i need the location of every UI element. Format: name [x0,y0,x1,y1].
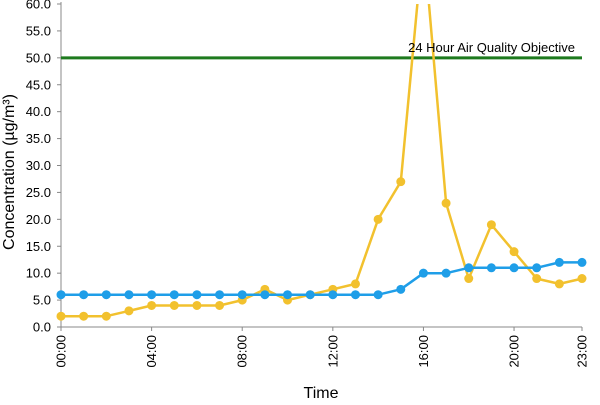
x-tick-label: 08:00 [235,335,250,368]
reference-line-label: 24 Hour Air Quality Objective [408,40,575,55]
x-tick-label: 16:00 [416,335,431,368]
series-2-point [237,290,247,300]
series-2-point [509,263,519,273]
y-tick-label: 40.0 [26,104,51,119]
series-2-point [350,290,360,300]
y-tick-label: 50.0 [26,50,51,65]
x-tick-label: 04:00 [144,335,159,368]
y-tick-label: 20.0 [26,212,51,227]
series-2-point [124,290,134,300]
series-2-point [147,290,157,300]
series-1-point [215,300,225,310]
series-2-line [61,261,582,296]
y-tick-label: 15.0 [26,239,51,254]
series-1-point [509,247,519,257]
series-2-point [464,263,474,273]
y-tick-label: 25.0 [26,185,51,200]
series-2 [56,257,587,300]
series-2-point [169,290,179,300]
series-1-point [101,311,111,321]
series-group [56,4,587,321]
series-1-point [56,311,66,321]
series-1-point [192,300,202,310]
y-axis-tick-labels: 0.0 5.0 10.0 15.0 20.0 25.0 30.0 35.0 40.0 45.0 50… [26,0,51,335]
series-2-point [328,290,338,300]
x-tick-label: 12:00 [325,335,340,368]
y-tick-label: 35.0 [26,131,51,146]
series-1-point [373,214,383,224]
series-2-point [101,290,111,300]
series-2-point [577,257,587,267]
series-1-point [532,274,542,284]
x-tick-label: 20:00 [507,335,522,368]
x-axis-title: Time [304,385,339,400]
y-tick-label: 5.0 [33,293,51,308]
series-1-point [486,220,496,230]
y-tick-label: 30.0 [26,158,51,173]
series-2-point [418,268,428,278]
y-tick-label: 0.0 [33,320,51,335]
series-2-point [373,290,383,300]
y-tick-label: 55.0 [26,23,51,38]
series-2-point [396,284,406,294]
series-1 [56,4,587,321]
series-1-point [169,300,179,310]
series-1-point [124,306,134,316]
series-1-point [464,274,474,284]
series-1-point [441,198,451,208]
series-1-point [396,177,406,187]
series-2-point [532,263,542,273]
series-2-point [192,290,202,300]
series-2-point [486,263,496,273]
series-1-point [350,279,360,289]
y-tick-label: 60.0 [26,0,51,12]
series-1-point [147,300,157,310]
series-2-point [283,290,293,300]
series-1-point [79,311,89,321]
series-2-point [79,290,89,300]
axes [57,2,583,331]
y-tick-label: 10.0 [26,266,51,281]
x-axis-tick-labels: 00:00 04:00 08:00 12:00 16:00 20:00 23:00 [54,335,590,368]
y-tick-label: 45.0 [26,77,51,92]
series-2-point [441,268,451,278]
y-axis-title: Concentration (µg/m³) [1,94,18,250]
series-2-point [215,290,225,300]
series-1-point [554,279,564,289]
series-1-point [577,274,587,284]
series-2-point [554,257,564,267]
series-2-point [305,290,315,300]
series-2-point [56,290,66,300]
x-tick-label: 23:00 [575,335,590,368]
series-2-point [260,290,270,300]
x-tick-label: 00:00 [54,335,69,368]
